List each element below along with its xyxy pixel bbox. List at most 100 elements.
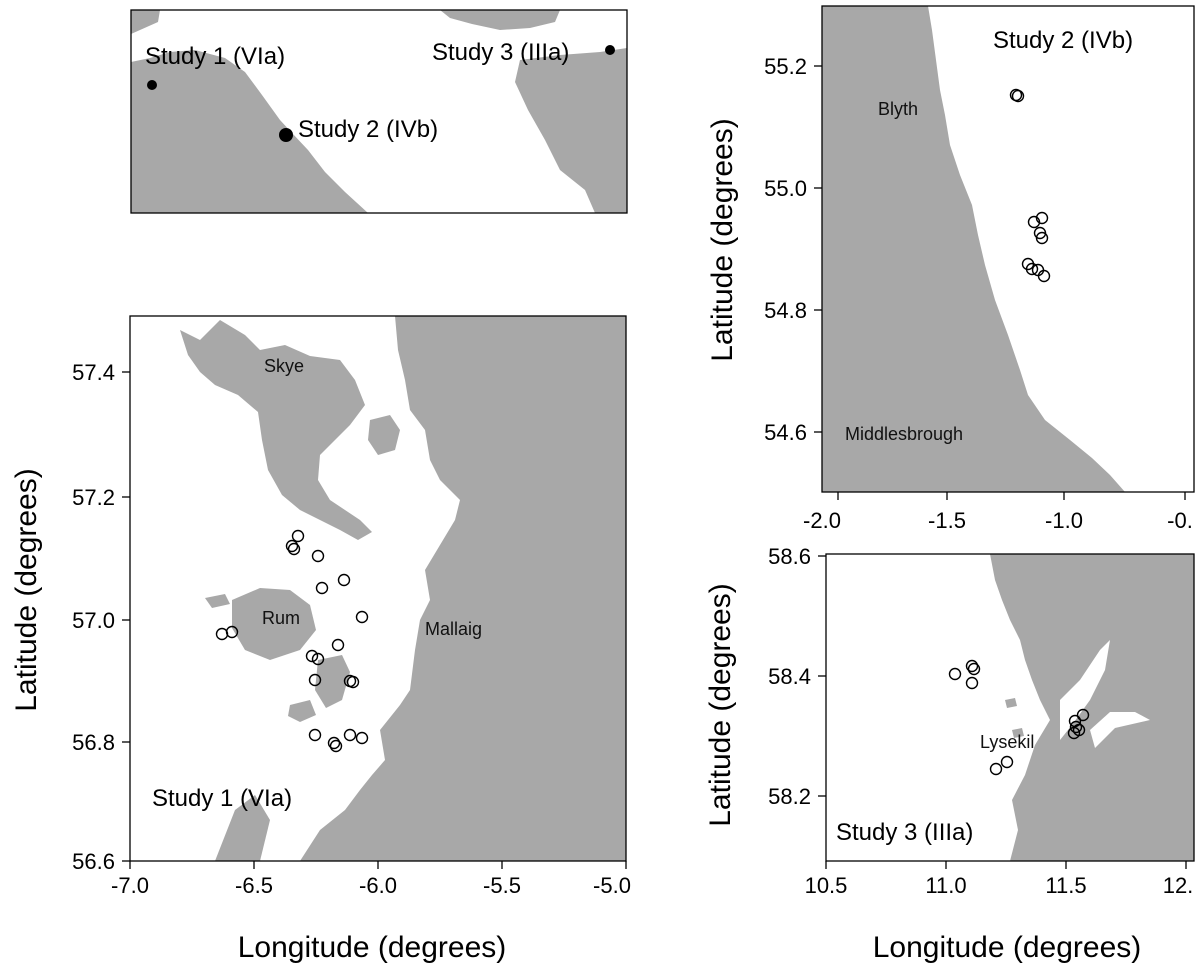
study-3-map: 10.5 11.0 11.5 12. 58.6 58.4 58.2 Latitu…: [704, 544, 1195, 964]
x-tick-label: -6.0: [359, 873, 397, 898]
x-tick-label: -1.0: [1045, 508, 1083, 533]
station: [225, 625, 239, 639]
y-tick-label: 58.4: [768, 664, 811, 689]
station: [1000, 755, 1014, 769]
x-tick-label: 12.: [1163, 873, 1194, 898]
study-1-y-ticks: [122, 371, 130, 862]
study-3-panel-label: Study 3 (IIIa): [836, 819, 973, 846]
y-axis-label: Latitude (degrees): [706, 118, 739, 362]
study-1-marker: [147, 80, 157, 90]
station: [965, 676, 979, 690]
place-skye: Skye: [264, 356, 304, 376]
y-tick-label: 56.6: [72, 849, 115, 874]
station: [1027, 215, 1041, 229]
study-3-land: [990, 554, 1194, 861]
study-2-label: Study 2 (IVb): [298, 116, 438, 143]
station: [965, 659, 979, 673]
station: [1067, 726, 1081, 740]
station: [1037, 269, 1051, 283]
overview-land: [131, 10, 627, 213]
x-tick-label: 11.5: [1045, 873, 1086, 898]
station: [989, 762, 1003, 776]
station: [315, 581, 329, 595]
place-blyth: Blyth: [878, 99, 918, 119]
y-tick-label: 55.0: [764, 176, 807, 201]
x-tick-label: 10.5: [805, 873, 848, 898]
y-axis-label: Latitude (degrees): [704, 583, 737, 827]
station: [331, 638, 345, 652]
study-1-label: Study 1 (VIa): [145, 43, 285, 70]
study-2-marker: [279, 128, 293, 142]
station: [1076, 708, 1090, 722]
y-tick-label: 57.0: [72, 608, 115, 633]
x-tick-label: -5.5: [483, 873, 521, 898]
station: [287, 542, 301, 556]
study-2-land: [822, 6, 1125, 492]
station: [337, 573, 351, 587]
y-tick-label: 55.2: [764, 54, 807, 79]
station: [355, 610, 369, 624]
study-3-y-ticks: [818, 555, 826, 797]
station: [308, 673, 322, 687]
study-3-marker: [605, 45, 615, 55]
station: [343, 728, 357, 742]
x-tick-label: 11.0: [925, 873, 966, 898]
x-axis-label: Longitude (degrees): [238, 931, 507, 964]
station: [1035, 231, 1049, 245]
study-2-map: -2.0 -1.5 -1.0 -0. 55.2 55.0 54.8 54.6 L…: [706, 5, 1195, 533]
study-3-label: Study 3 (IIIa): [432, 39, 569, 66]
study-2-panel-label: Study 2 (IVb): [993, 27, 1133, 54]
place-rum: Rum: [262, 608, 300, 628]
place-mallaig: Mallaig: [425, 619, 482, 639]
y-axis-label: Latitude (degrees): [10, 468, 43, 712]
station: [1011, 89, 1025, 103]
study-1-sampling-stations: [215, 529, 369, 753]
station: [291, 529, 305, 543]
x-tick-label: -2.0: [803, 508, 841, 533]
study-3-frame: [825, 553, 1195, 862]
study-1-map: -7.0 -6.5 -6.0 -5.5 -5.0 57.4 57.2 57.0 …: [10, 315, 631, 964]
station: [215, 627, 229, 641]
y-tick-label: 58.2: [768, 784, 811, 809]
station: [948, 667, 962, 681]
station: [1025, 262, 1039, 276]
station: [329, 739, 343, 753]
x-tick-label: -7.0: [111, 873, 149, 898]
study-2-x-ticks: [837, 492, 1186, 500]
x-tick-label: -0.: [1167, 508, 1193, 533]
y-tick-label: 56.8: [72, 730, 115, 755]
station: [346, 675, 360, 689]
station: [308, 728, 322, 742]
x-tick-label: -1.5: [928, 508, 966, 533]
x-tick-label: -5.0: [593, 873, 631, 898]
station: [1035, 211, 1049, 225]
station: [285, 539, 299, 553]
place-middlesbrough: Middlesbrough: [845, 424, 963, 444]
station: [355, 731, 369, 745]
study-1-x-ticks: [129, 861, 627, 869]
study-3-x-ticks: [825, 861, 1187, 869]
study-2-sampling-stations: [1009, 88, 1051, 283]
study-1-land: [180, 316, 626, 861]
overview-frame: [130, 9, 628, 214]
study-3-sampling-stations: [948, 659, 1090, 776]
study-2-y-ticks: [814, 65, 822, 433]
study-2-frame: [821, 5, 1195, 493]
y-tick-label: 54.6: [764, 420, 807, 445]
y-tick-label: 57.2: [72, 485, 115, 510]
overview-map: Study 1 (VIa) Study 2 (IVb) Study 3 (III…: [130, 9, 628, 214]
station: [311, 652, 325, 666]
station: [967, 662, 981, 676]
station: [1069, 720, 1083, 734]
station: [311, 549, 325, 563]
station: [327, 736, 341, 750]
y-tick-label: 58.6: [768, 544, 811, 569]
y-tick-label: 57.4: [72, 360, 115, 385]
study-1-panel-label: Study 1 (VIa): [152, 785, 292, 812]
station: [305, 649, 319, 663]
x-tick-label: -6.5: [235, 873, 273, 898]
y-tick-label: 54.8: [764, 298, 807, 323]
place-lysekil: Lysekil: [980, 732, 1034, 752]
x-axis-label: Longitude (degrees): [873, 931, 1142, 964]
